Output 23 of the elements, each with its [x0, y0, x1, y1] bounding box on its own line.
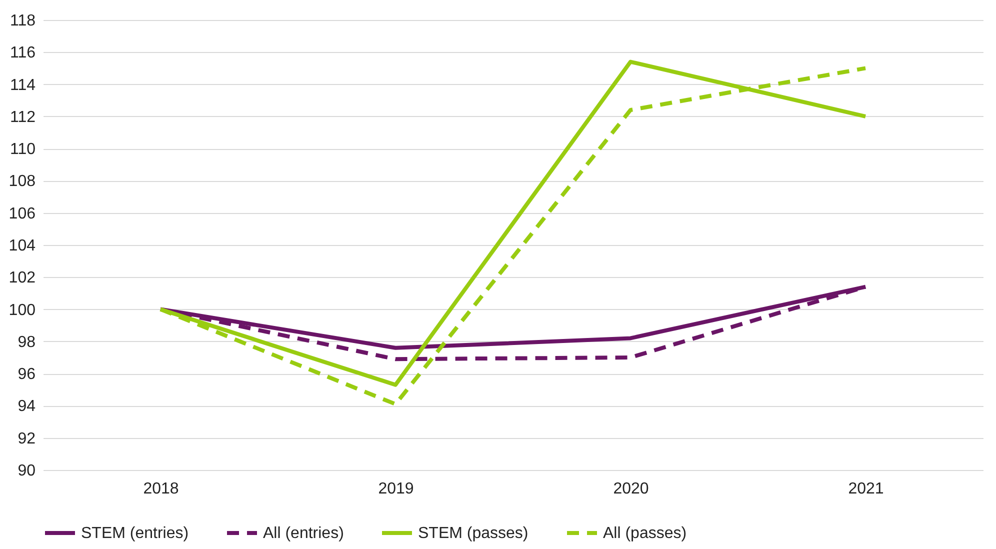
legend-label: STEM (passes) [418, 525, 528, 542]
x-tick-label: 2021 [848, 480, 884, 498]
y-tick-label: 108 [8, 173, 36, 190]
y-tick-label: 102 [8, 270, 36, 287]
y-tick-label: 100 [8, 302, 36, 319]
y-tick-label: 116 [10, 44, 36, 62]
y-tick-label: 106 [8, 205, 36, 222]
x-tick-label: 2018 [143, 480, 179, 498]
y-tick-label: 92 [18, 430, 36, 448]
y-tick-label: 96 [18, 366, 36, 384]
legend-label: STEM (entries) [81, 525, 189, 542]
y-tick-label: 114 [10, 76, 36, 94]
x-tick-label: 2019 [378, 480, 414, 498]
y-tick-label: 118 [10, 12, 36, 30]
y-tick-label: 98 [18, 334, 36, 351]
y-tick-label: 90 [18, 462, 36, 480]
legend-label: All (passes) [603, 525, 687, 542]
y-tick-label: 94 [18, 398, 36, 416]
y-tick-label: 104 [8, 238, 36, 254]
x-tick-label: 2020 [613, 480, 649, 498]
y-tick-label: 112 [10, 108, 36, 126]
y-tick-label: 110 [10, 141, 36, 158]
legend-label: All (entries) [263, 525, 344, 542]
